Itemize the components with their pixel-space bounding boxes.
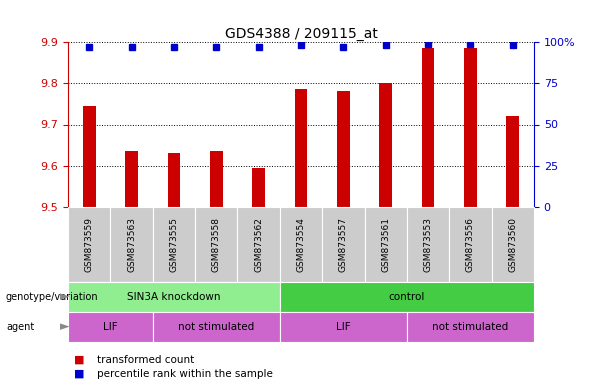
Text: agent: agent — [6, 322, 34, 332]
Bar — [507, 116, 519, 207]
Text: GSM873563: GSM873563 — [127, 217, 136, 272]
Bar — [252, 168, 265, 207]
Text: percentile rank within the sample: percentile rank within the sample — [97, 369, 273, 379]
Text: GSM873557: GSM873557 — [339, 217, 348, 272]
Text: ■: ■ — [74, 355, 84, 365]
Text: LIF: LIF — [103, 322, 118, 332]
Text: not stimulated: not stimulated — [432, 322, 508, 332]
Bar — [464, 48, 477, 207]
Text: GSM873562: GSM873562 — [254, 217, 263, 272]
Text: GSM873554: GSM873554 — [296, 217, 306, 272]
Bar — [294, 89, 307, 207]
Bar — [379, 83, 392, 207]
Bar — [422, 48, 435, 207]
Bar — [337, 91, 350, 207]
Bar — [210, 151, 223, 207]
Text: GSM873556: GSM873556 — [466, 217, 475, 272]
Text: GSM873561: GSM873561 — [381, 217, 391, 272]
Text: not stimulated: not stimulated — [178, 322, 254, 332]
Text: ►: ► — [60, 291, 70, 303]
Text: control: control — [389, 292, 425, 302]
Text: GSM873559: GSM873559 — [85, 217, 94, 272]
Bar — [83, 106, 95, 207]
Text: GSM873555: GSM873555 — [170, 217, 178, 272]
Text: SIN3A knockdown: SIN3A knockdown — [127, 292, 221, 302]
Text: GSM873560: GSM873560 — [508, 217, 517, 272]
Text: GSM873558: GSM873558 — [212, 217, 221, 272]
Text: transformed count: transformed count — [97, 355, 195, 365]
Text: LIF: LIF — [336, 322, 350, 332]
Text: ■: ■ — [74, 369, 84, 379]
Bar — [167, 153, 180, 207]
Text: GSM873553: GSM873553 — [423, 217, 432, 272]
Text: ►: ► — [60, 321, 70, 333]
Title: GDS4388 / 209115_at: GDS4388 / 209115_at — [224, 27, 378, 41]
Text: genotype/variation: genotype/variation — [6, 292, 98, 302]
Bar — [125, 151, 138, 207]
